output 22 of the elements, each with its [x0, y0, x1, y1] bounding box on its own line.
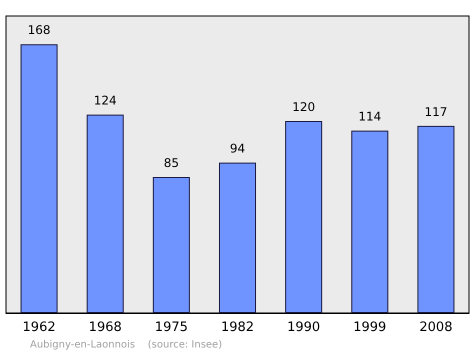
x-tick-label: 2008 — [419, 320, 452, 335]
x-tick-label: 1990 — [287, 320, 320, 335]
bar — [20, 44, 58, 313]
x-tick-label: 1975 — [154, 320, 188, 335]
data-label: 124 — [94, 94, 117, 108]
bar — [285, 121, 322, 313]
x-tick-label: 1999 — [353, 320, 386, 335]
bar — [86, 114, 124, 313]
data-label: 85 — [164, 156, 179, 170]
data-label: 168 — [28, 23, 51, 38]
x-tick-label: 1982 — [220, 320, 254, 335]
data-label: 114 — [358, 110, 382, 124]
text: Aubigny-en-Laonnois (source: Insee) — [30, 340, 222, 350]
bar — [218, 162, 256, 313]
bar — [351, 130, 388, 313]
data-label: 94 — [230, 142, 246, 156]
x-tick-label: 1968 — [88, 320, 122, 335]
data-label: 117 — [424, 104, 448, 119]
data-label: 120 — [292, 100, 316, 114]
bar — [152, 177, 190, 313]
x-tick-label: 1962 — [22, 320, 56, 335]
bar — [417, 126, 454, 313]
